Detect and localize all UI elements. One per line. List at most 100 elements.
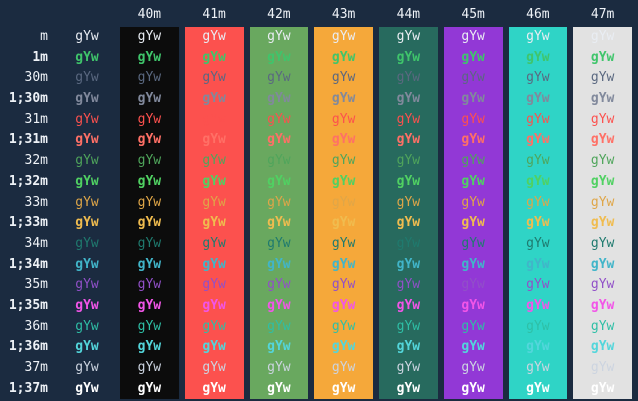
color-cell-wrap: gYw bbox=[249, 47, 315, 69]
color-cell: gYw bbox=[379, 171, 438, 193]
color-cell-wrap: gYw bbox=[249, 171, 315, 193]
bg-column-header: 46m bbox=[509, 3, 574, 27]
color-cell: gYw bbox=[249, 151, 309, 172]
color-cell-wrap: gYw bbox=[379, 89, 444, 110]
bg-column-header: 47m bbox=[573, 3, 638, 27]
color-cell-wrap: gYw bbox=[120, 358, 185, 379]
plain-sample-cell: gYw bbox=[75, 215, 99, 231]
color-cell: gYw bbox=[508, 151, 568, 172]
fg-code-label: 37m bbox=[24, 360, 48, 375]
color-cell: gYw bbox=[508, 130, 568, 152]
fg-code-label: 31m bbox=[24, 111, 48, 127]
fg-code-label: 32m bbox=[24, 153, 48, 169]
color-cell-wrap: gYw bbox=[508, 130, 574, 152]
color-cell-wrap: gYw bbox=[249, 254, 315, 276]
color-cell-wrap: gYw bbox=[508, 89, 574, 110]
color-cell: gYw bbox=[379, 316, 438, 338]
color-cell-wrap: gYw bbox=[508, 378, 574, 400]
color-test-row: 33m gYw gYw gYw gYw gYw gYw gYw gYw gYw bbox=[0, 192, 638, 214]
color-cell-wrap: gYw bbox=[249, 130, 315, 152]
color-cell-wrap: gYw bbox=[184, 316, 250, 338]
fg-code-label: 30m bbox=[24, 70, 48, 86]
color-test-row: 34m gYw gYw gYw gYw gYw gYw gYw gYw gYw bbox=[0, 233, 638, 255]
color-cell: gYw bbox=[443, 151, 503, 172]
color-cell-wrap: gYw bbox=[184, 109, 250, 131]
color-cell-wrap: gYw bbox=[379, 378, 444, 400]
plain-sample-cell: gYw bbox=[75, 339, 99, 355]
color-cell: gYw bbox=[314, 337, 373, 358]
plain-sample-cell: gYw bbox=[75, 49, 99, 65]
color-cell: gYw bbox=[443, 130, 503, 152]
color-cell: gYw bbox=[314, 275, 373, 296]
color-cell: gYw bbox=[314, 89, 373, 110]
color-cell-wrap: gYw bbox=[120, 130, 185, 152]
color-cell-wrap: gYw bbox=[184, 233, 250, 255]
color-cell-wrap: gYw bbox=[443, 89, 509, 110]
color-cell-wrap: gYw bbox=[508, 151, 574, 172]
color-cell-wrap: gYw bbox=[573, 151, 638, 172]
color-cell: gYw bbox=[573, 192, 632, 214]
color-cell: gYw bbox=[120, 89, 179, 110]
color-cell: gYw bbox=[508, 68, 568, 90]
color-cell: gYw bbox=[249, 130, 309, 152]
color-cell-wrap: gYw bbox=[508, 295, 574, 317]
color-cell-wrap: gYw bbox=[508, 109, 574, 131]
color-cell-wrap: gYw bbox=[184, 89, 250, 110]
color-cell-wrap: gYw bbox=[120, 295, 185, 317]
fg-code-label: m bbox=[40, 29, 48, 44]
color-test-row: 1;35m gYw gYw gYw gYw gYw gYw gYw gYw gYw bbox=[0, 295, 638, 317]
color-cell: gYw bbox=[314, 233, 373, 255]
color-cell-wrap: gYw bbox=[379, 171, 444, 193]
color-test-row: 1;30m gYw gYw gYw gYw gYw gYw gYw gYw gYw bbox=[0, 89, 638, 110]
color-cell-wrap: gYw bbox=[508, 254, 574, 276]
color-cell-wrap: gYw bbox=[314, 275, 379, 296]
color-cell: gYw bbox=[120, 275, 179, 296]
color-cell-wrap: gYw bbox=[443, 337, 509, 358]
header-spacer bbox=[0, 3, 54, 27]
color-cell: gYw bbox=[379, 378, 438, 400]
fg-code-label: 1;36m bbox=[8, 339, 48, 355]
color-cell: gYw bbox=[443, 109, 503, 131]
bg-column-header: 44m bbox=[379, 3, 444, 27]
color-cell-wrap: gYw bbox=[379, 337, 444, 358]
color-cell-wrap: gYw bbox=[314, 316, 379, 338]
color-cell-wrap: gYw bbox=[379, 275, 444, 296]
color-cell: gYw bbox=[249, 68, 309, 90]
color-cell-wrap: gYw bbox=[573, 254, 638, 276]
color-cell-wrap: gYw bbox=[573, 233, 638, 255]
color-cell-wrap: gYw bbox=[443, 275, 509, 296]
color-cell: gYw bbox=[184, 130, 244, 152]
plain-sample-cell: gYw bbox=[75, 153, 99, 169]
plain-sample-cell: gYw bbox=[75, 91, 99, 107]
color-cell: gYw bbox=[379, 254, 438, 276]
color-cell-wrap: gYw bbox=[120, 254, 185, 276]
color-cell-wrap: gYw bbox=[443, 295, 509, 317]
color-cell-wrap: gYw bbox=[508, 192, 574, 214]
color-cell-wrap: gYw bbox=[573, 109, 638, 131]
fg-code-label: 1;31m bbox=[8, 132, 48, 148]
bg-column-header-label: 41m bbox=[202, 7, 226, 22]
color-cell-wrap: gYw bbox=[573, 358, 638, 379]
color-cell-wrap: gYw bbox=[120, 192, 185, 214]
color-cell-wrap: gYw bbox=[379, 213, 444, 234]
bg-column-header-label: 47m bbox=[590, 7, 615, 22]
color-cell-wrap: gYw bbox=[249, 68, 315, 90]
color-cell-wrap: gYw bbox=[379, 151, 444, 172]
color-cell: gYw bbox=[443, 233, 503, 255]
color-cell-wrap: gYw bbox=[508, 68, 574, 90]
color-cell-wrap: gYw bbox=[120, 233, 185, 255]
color-cell: gYw bbox=[508, 378, 568, 400]
color-cell: gYw bbox=[443, 213, 503, 234]
color-cell: gYw bbox=[120, 316, 179, 338]
color-cell-wrap: gYw bbox=[314, 89, 379, 110]
color-cell: gYw bbox=[508, 213, 568, 234]
color-cell: gYw bbox=[249, 295, 309, 317]
color-cell: gYw bbox=[379, 109, 438, 131]
color-cell-wrap: gYw bbox=[314, 358, 379, 379]
color-cell: gYw bbox=[184, 171, 244, 193]
color-cell: gYw bbox=[379, 275, 438, 296]
color-cell: gYw bbox=[184, 316, 244, 338]
color-cell-wrap: gYw bbox=[249, 295, 315, 317]
color-cell-wrap: gYw bbox=[184, 151, 250, 172]
color-cell: gYw bbox=[249, 47, 309, 69]
